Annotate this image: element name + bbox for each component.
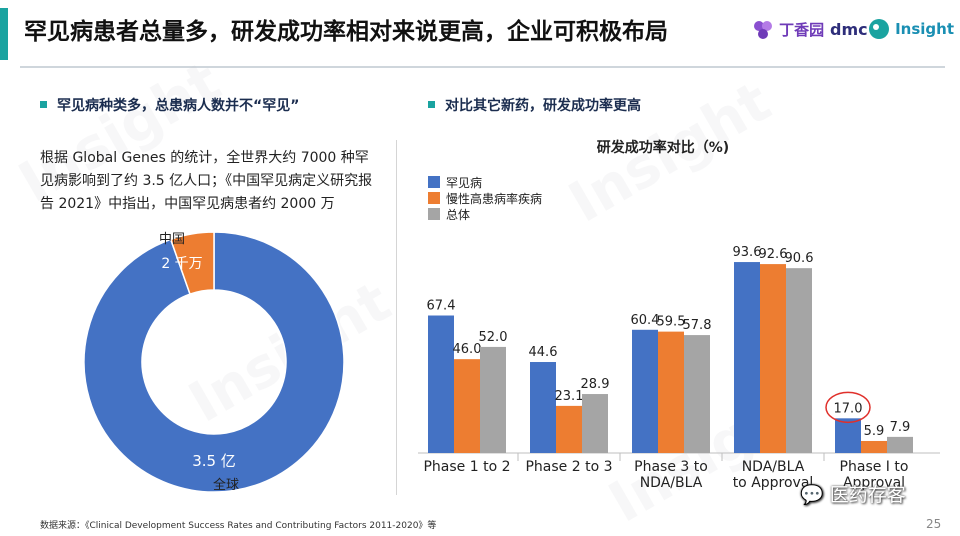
chat-icon: 💬 (800, 484, 824, 506)
x-tick-label: Phase 2 to 3 (525, 459, 612, 475)
bar-value-label: 67.4 (427, 299, 456, 314)
bar-value-label: 57.8 (683, 318, 712, 333)
legend-label: 罕见病 (446, 175, 482, 190)
chat-badge: 💬 医药存客 (800, 480, 906, 507)
left-description: 根据 Global Genes 的统计，全世界大约 7000 种罕见病影响到了约… (40, 150, 373, 212)
right-heading: 对比其它新药，研发成功率更高 (428, 95, 641, 115)
legend-swatch (428, 192, 440, 204)
page-title: 罕见病患者总量多，研发成功率相对来说更高，企业可积极布局 (24, 19, 668, 45)
bar (835, 418, 861, 453)
donut-slice-name: 全球 (213, 477, 239, 493)
title-accent (0, 8, 8, 60)
dxy-logo-text: 丁香园 (779, 21, 825, 39)
page-number: 25 (926, 517, 942, 531)
insight-logo-text: Insight (895, 20, 955, 38)
bar-value-label: 5.9 (864, 424, 885, 439)
bullet-square-icon (40, 100, 47, 108)
legend-label: 慢性高患病率疾病 (446, 191, 542, 206)
x-tick-label: to Approval (733, 475, 814, 491)
bar-value-label: 17.0 (834, 401, 863, 416)
bar-value-label: 44.6 (529, 345, 558, 360)
flower-icon (754, 21, 772, 39)
bar-value-label: 90.6 (785, 251, 814, 266)
x-tick-label: Approval (843, 475, 905, 491)
bar (684, 335, 710, 453)
x-tick-label: Phase 3 to (634, 459, 708, 475)
bar-value-label: 28.9 (581, 377, 610, 392)
insight-icon (869, 19, 889, 39)
bar-value-label: 59.5 (657, 315, 686, 330)
left-heading-text: 罕见病种类多，总患病人数并不“罕见” (57, 98, 300, 114)
bar (428, 315, 454, 453)
donut-slice-label: 2 千万 (161, 256, 202, 272)
bar (734, 262, 760, 453)
legend-swatch (428, 208, 440, 220)
x-tick-label: Phase I to (840, 459, 909, 475)
donut-slice (83, 231, 345, 493)
dmc-logo: dmc (830, 20, 868, 39)
bar (556, 405, 582, 453)
dxy-logo: 丁香园 (752, 19, 824, 46)
bar-value-label: 23.1 (555, 389, 584, 404)
footer-source: 数据来源：《Clinical Development Success Rates… (40, 521, 437, 531)
bar (861, 440, 887, 453)
bar (658, 331, 684, 453)
legend-label: 总体 (446, 208, 470, 222)
donut-slice-label: 3.5 亿 (192, 452, 236, 470)
bar-value-label: 52.0 (479, 330, 508, 345)
donut-slice (169, 231, 215, 296)
legend-swatch (428, 176, 440, 188)
bar (887, 436, 913, 453)
bar-value-label: 92.6 (759, 247, 788, 262)
bar-value-label: 60.4 (631, 313, 660, 328)
bar (454, 359, 480, 453)
bar (786, 268, 812, 453)
bar-value-label: 46.0 (453, 342, 482, 357)
bar (480, 346, 506, 453)
bar-value-label: 93.6 (733, 245, 762, 260)
bar (582, 394, 608, 453)
bar-chart-title: 研发成功率对比（%) (597, 139, 729, 156)
bar-value-label: 7.9 (890, 420, 911, 435)
section-divider (396, 140, 397, 495)
bar (632, 329, 658, 453)
bullet-square-icon (428, 100, 435, 108)
bar (530, 362, 556, 453)
header-rule (20, 66, 945, 68)
right-heading-text: 对比其它新药，研发成功率更高 (445, 98, 641, 114)
x-tick-label: NDA/BLA (742, 459, 805, 475)
x-tick-label: NDA/BLA (640, 475, 703, 491)
donut-slice-name: 中国 (159, 232, 185, 247)
insight-logo: Insight (868, 18, 954, 44)
left-heading: 罕见病种类多，总患病人数并不“罕见” (40, 95, 299, 115)
bar (760, 264, 786, 453)
x-tick-label: Phase 1 to 2 (423, 459, 510, 475)
chat-badge-text: 医药存客 (829, 484, 906, 506)
highlight-circle (825, 391, 871, 424)
